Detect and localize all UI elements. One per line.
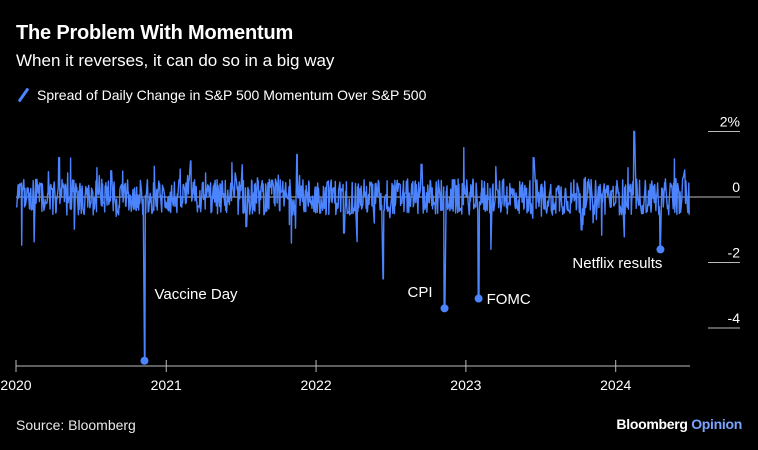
annotation-dot-1: [440, 304, 449, 313]
annotation-label-3: Netflix results: [572, 255, 662, 272]
annotation-dot-0: [140, 356, 149, 365]
source-note: Source: Bloomberg: [16, 417, 136, 433]
annotation-label-1: CPI: [408, 284, 433, 301]
annotation-label-0: Vaccine Day: [154, 286, 238, 303]
brand-sub: Opinion: [691, 416, 742, 432]
y-tick-label--4: -4: [728, 310, 741, 326]
chart-subtitle: When it reverses, it can do so in a big …: [16, 51, 335, 70]
x-tick-label-2024: 2024: [600, 377, 631, 393]
x-tick-label-2020: 2020: [0, 377, 31, 393]
x-axis: 2020 2021 2022 2023 2024: [0, 360, 690, 393]
chart-title: The Problem With Momentum: [16, 22, 294, 44]
x-tick-label-2023: 2023: [450, 377, 481, 393]
brand-logo: Bloomberg Opinion: [616, 416, 742, 432]
legend: Spread of Daily Change in S&P 500 Moment…: [16, 87, 426, 103]
y-tick-label--2: -2: [728, 245, 741, 261]
series-spread: [15, 130, 690, 362]
annotations: Vaccine Day CPI FOMC Netflix results: [140, 245, 665, 365]
y-axis: 2% 0 -2 -4: [708, 114, 740, 329]
series-line: [15, 130, 690, 362]
annotation-dot-3: [656, 245, 665, 254]
legend-label: Spread of Daily Change in S&P 500 Moment…: [37, 87, 427, 103]
x-tick-label-2022: 2022: [300, 377, 331, 393]
y-tick-label-0: 0: [732, 179, 740, 195]
annotation-label-2: FOMC: [487, 291, 531, 308]
y-tick-label-2%: 2%: [720, 114, 740, 130]
annotation-dot-2: [474, 294, 483, 303]
x-tick-label-2021: 2021: [151, 377, 182, 393]
brand-main: Bloomberg: [616, 416, 688, 432]
